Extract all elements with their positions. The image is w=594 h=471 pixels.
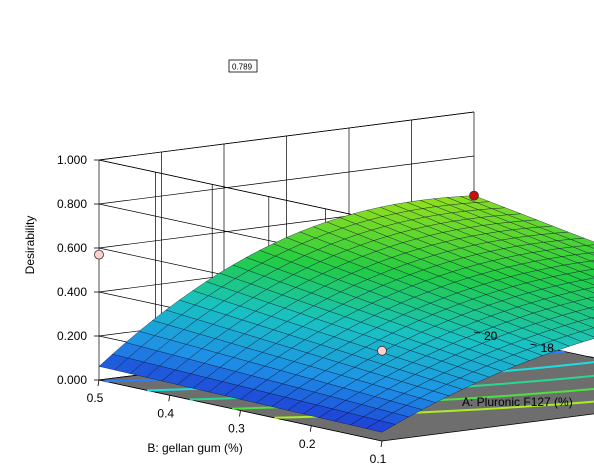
y-tick-mark	[309, 425, 312, 432]
surface-cell	[588, 306, 594, 311]
design-point	[94, 249, 104, 260]
surface-cell	[581, 277, 594, 286]
y-tick-label: 0.2	[299, 437, 316, 451]
z-tick-label: 0.200	[57, 329, 87, 343]
x-axis-title: A: Pluronic F127 (%)	[462, 395, 573, 409]
y-tick-mark	[239, 410, 241, 417]
x-tick-label: 20	[484, 329, 498, 343]
annotation-box-frame	[228, 59, 258, 73]
x-tick-mark	[473, 331, 481, 334]
surface-cell	[579, 269, 594, 278]
annotation-text: 0.789	[232, 63, 253, 72]
z-tick-label: 0.000	[57, 373, 87, 387]
y-tick-label: 0.5	[87, 391, 104, 405]
surface-cell	[565, 271, 594, 281]
surface-cell	[586, 296, 594, 302]
x-tick-label: 18	[541, 341, 555, 355]
response-surface	[98, 195, 594, 433]
surface-cell	[586, 244, 594, 249]
z-gridline	[98, 159, 383, 222]
surface-cell	[577, 260, 594, 270]
z-tick-label: 0.800	[57, 197, 87, 211]
surface-cell	[580, 327, 594, 338]
y-tick-mark	[168, 395, 171, 402]
z-tick-label: 1.000	[57, 153, 87, 167]
surface-cell	[570, 289, 594, 299]
surface-cell	[572, 245, 594, 254]
surface-cell	[591, 317, 594, 319]
design-point	[469, 190, 479, 201]
surface-cell	[575, 307, 594, 318]
x-tick-mark	[530, 343, 537, 346]
y-tick-label: 0.4	[157, 406, 174, 420]
surface-cell	[575, 252, 594, 262]
y-axis-title: B: gellan gum (%)	[147, 441, 242, 455]
max-annotation: 0.789	[228, 59, 258, 73]
surface-cell	[573, 298, 594, 309]
surface-cell	[570, 237, 594, 246]
y-tick-label: 0.3	[228, 422, 245, 436]
y-tick-mark	[97, 379, 100, 387]
surface-cell	[588, 252, 594, 256]
y-tick-label: 0.1	[370, 452, 387, 466]
surface-cell	[590, 260, 594, 263]
design-point	[377, 345, 387, 356]
x-tick-mark	[587, 356, 594, 358]
surface-cell	[566, 331, 594, 343]
z-tick-label: 0.600	[57, 241, 87, 255]
y-tick-mark	[380, 440, 383, 448]
surface-cell	[564, 321, 594, 332]
z-tick-label: 0.400	[57, 285, 87, 299]
design-points	[94, 190, 479, 356]
z-axis-title: Desirability	[23, 216, 37, 275]
axis-labels: 0.0000.2000.4000.6000.8001.0001012141618…	[23, 153, 594, 466]
surface-cell	[577, 317, 594, 328]
